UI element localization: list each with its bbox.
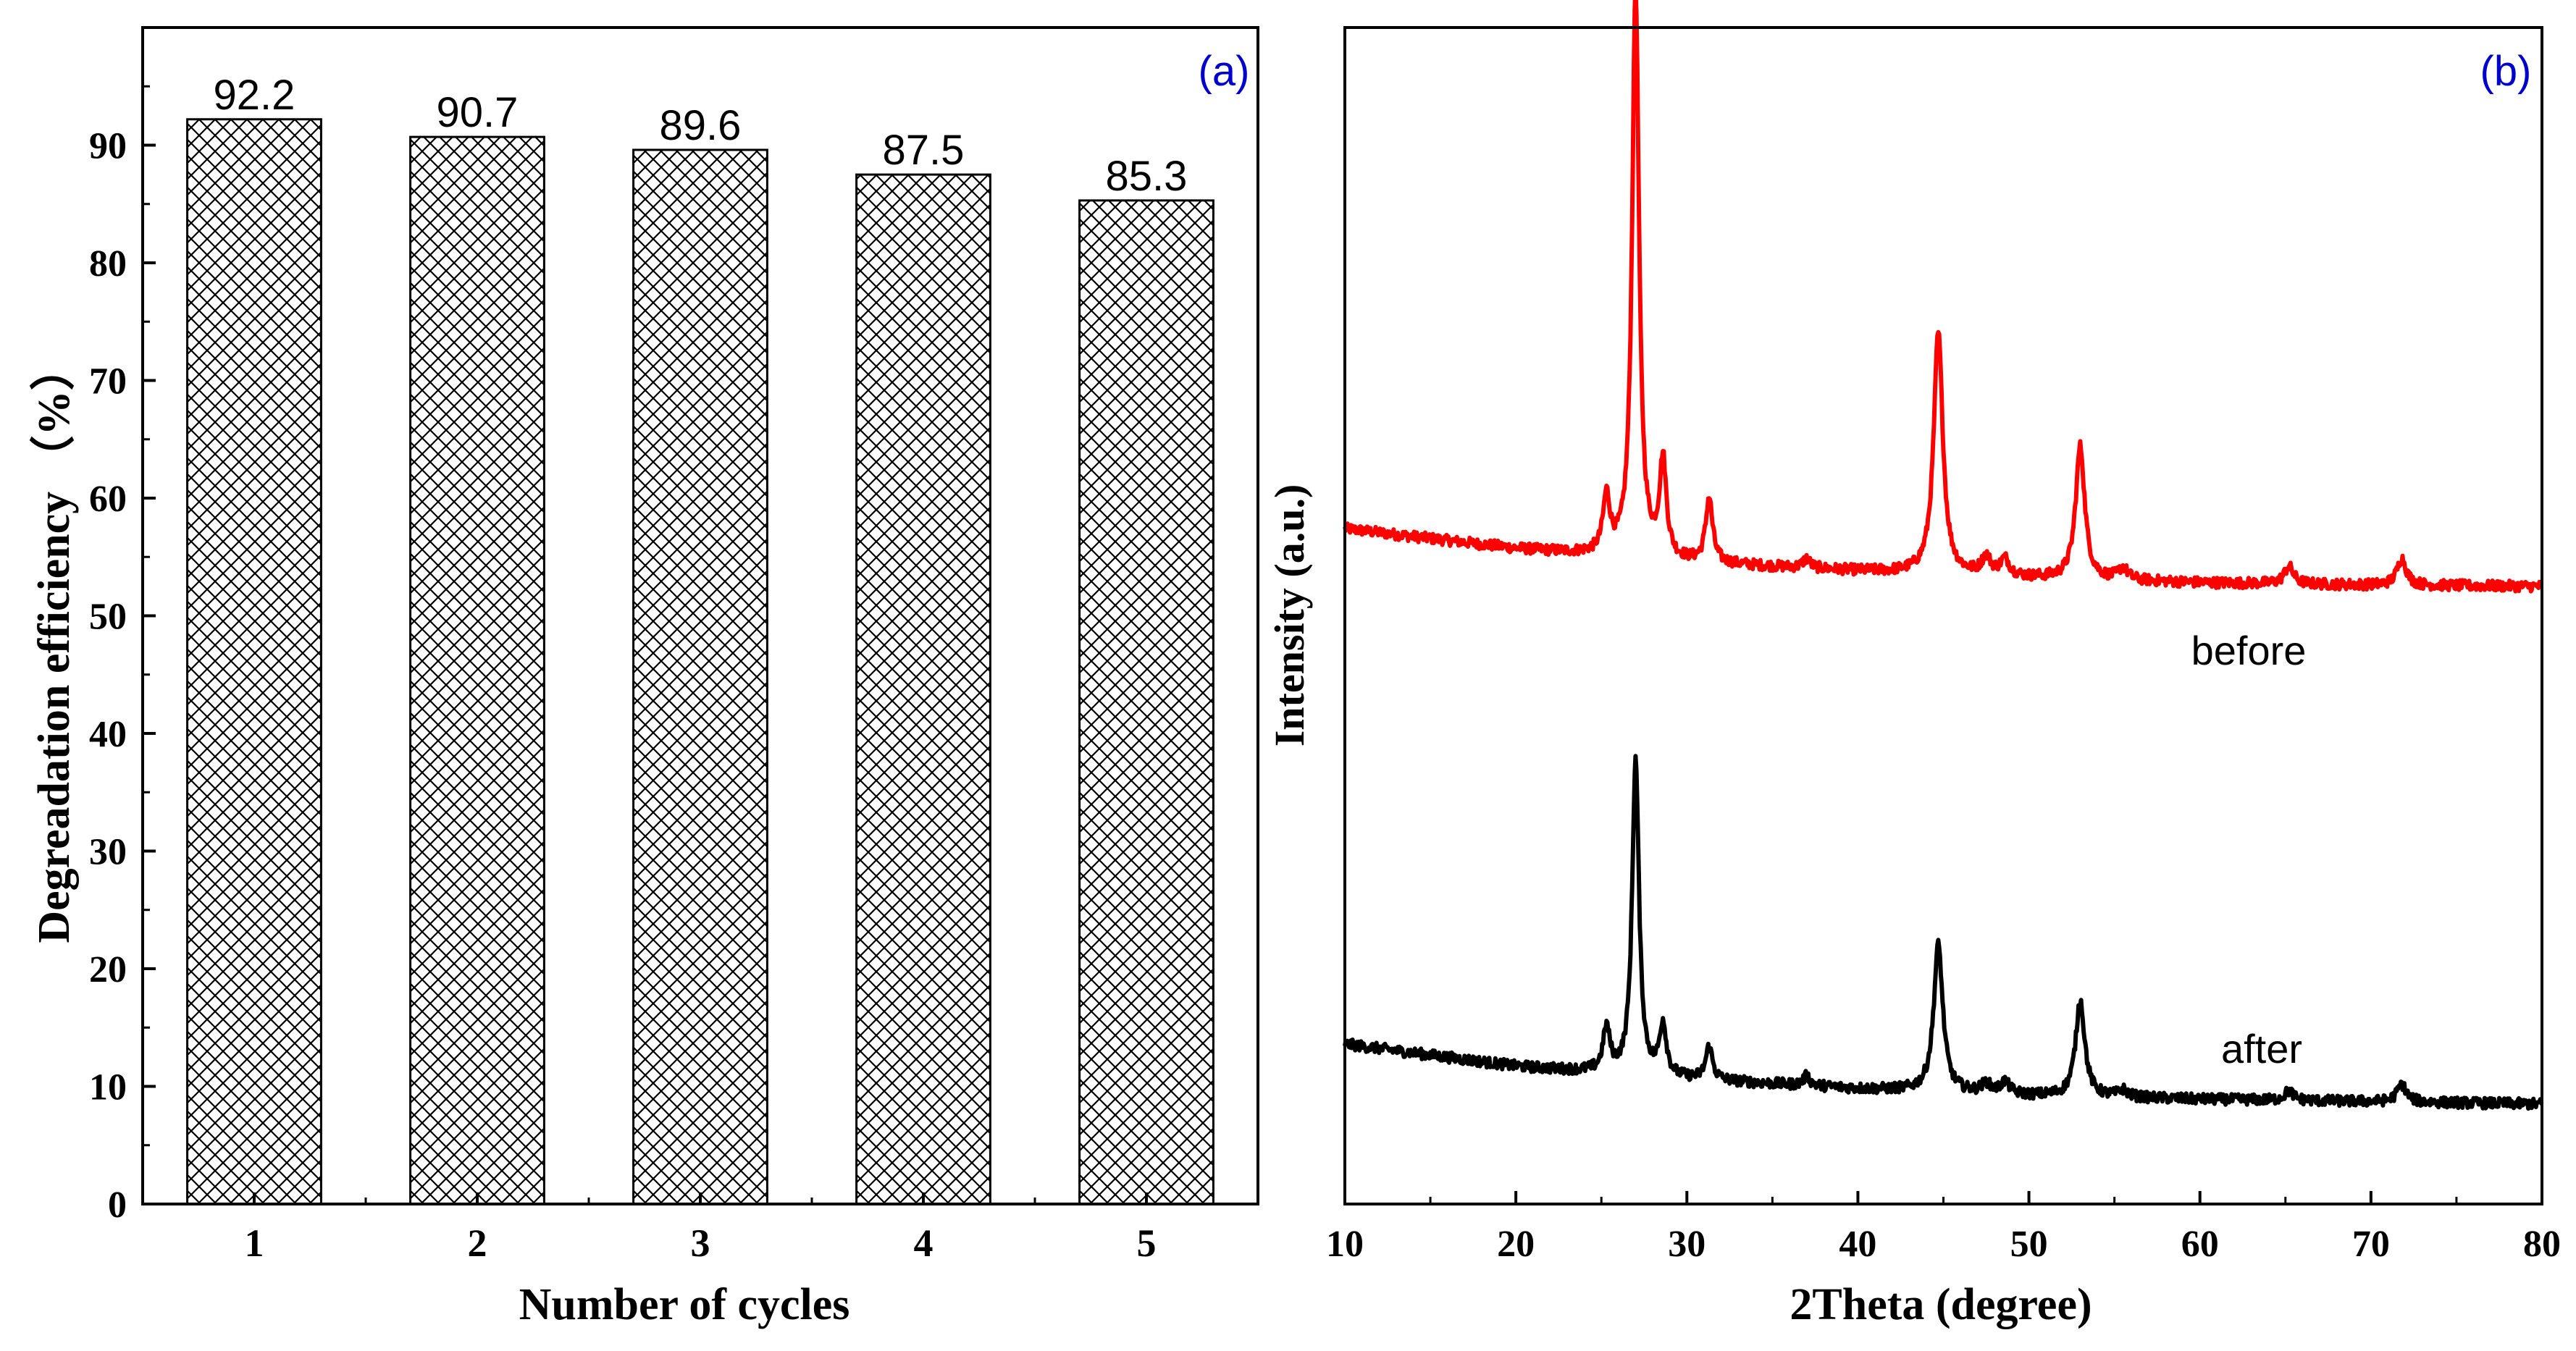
bar-value-label: 90.7 <box>437 89 519 136</box>
x-axis-title-b: 2Theta (degree) <box>1790 1280 2092 1329</box>
bar-cycle-4 <box>855 173 991 1205</box>
y-tick-label-a: 60 <box>89 479 127 520</box>
bar-cycle-5 <box>1078 199 1214 1205</box>
y-tick-label-a: 90 <box>89 126 127 167</box>
y-tick-label-a: 10 <box>89 1067 127 1108</box>
bar-value-label: 87.5 <box>883 127 965 174</box>
y-tick-label-a: 50 <box>89 597 127 638</box>
x-tick-label-b: 60 <box>2181 1224 2219 1265</box>
y-tick-label-a: 40 <box>89 714 127 755</box>
series-label-before: before <box>2191 628 2307 673</box>
x-tick-label-a: 5 <box>1137 1221 1157 1265</box>
x-tick-label-a: 2 <box>468 1221 487 1265</box>
series-after-line <box>1343 754 2544 1111</box>
x-tick-label-b: 40 <box>1839 1224 1876 1265</box>
panel-a-bar-chart: 92.2 90.7 89.6 87.5 85.3 0 10 20 30 40 50 60 70 80 90… <box>28 26 1259 1329</box>
x-axis-a: 1 2 3 4 5 <box>141 1192 1259 1265</box>
bar-cycle-3 <box>632 148 768 1205</box>
y-axis-a: 0 10 20 30 40 50 60 70 80 90 <box>89 85 156 1226</box>
y-tick-label-a: 30 <box>89 832 127 873</box>
y-tick-label-a: 80 <box>89 243 127 285</box>
y-tick-label-a: 70 <box>89 361 127 403</box>
x-tick-label-b: 70 <box>2352 1224 2390 1265</box>
x-tick-label-a: 3 <box>691 1221 710 1265</box>
x-tick-label-a: 1 <box>245 1221 264 1265</box>
y-tick-label-a: 20 <box>89 949 127 990</box>
bar-value-label: 85.3 <box>1106 153 1188 200</box>
x-tick-label-b: 50 <box>2010 1224 2048 1265</box>
y-axis-title-b: Intensity (a.u.) <box>1266 484 1313 747</box>
xrd-series <box>1343 0 2544 1111</box>
x-tick-label-b: 20 <box>1497 1224 1535 1265</box>
x-tick-label-a: 4 <box>914 1221 934 1265</box>
panel-label-b: (b) <box>2480 48 2532 95</box>
x-axis-b: 10 20 30 40 50 60 70 80 <box>1326 1191 2561 1265</box>
series-before-line <box>1343 0 2543 594</box>
x-tick-label-b: 80 <box>2523 1224 2561 1265</box>
panel-label-a: (a) <box>1199 48 1250 95</box>
bar-cycle-1 <box>186 118 322 1205</box>
bar-value-label: 89.6 <box>660 102 742 149</box>
x-tick-label-b: 30 <box>1668 1224 1706 1265</box>
bar-value-label: 92.2 <box>214 72 295 119</box>
bar-data-labels: 92.2 90.7 89.6 87.5 85.3 <box>214 72 1188 200</box>
x-axis-title-a: Number of cycles <box>519 1280 850 1329</box>
series-label-after: after <box>2221 1026 2302 1072</box>
y-axis-title-a: Degreadation efficiency （%） <box>28 345 79 943</box>
y-tick-label-a: 0 <box>108 1184 127 1226</box>
panel-b-xrd-chart: 10 20 30 40 50 60 70 80 (b) before after 2Theta… <box>1266 0 2561 1329</box>
bar-cycle-2 <box>409 135 545 1205</box>
bar-series <box>186 118 1214 1205</box>
x-tick-label-b: 10 <box>1326 1224 1364 1265</box>
